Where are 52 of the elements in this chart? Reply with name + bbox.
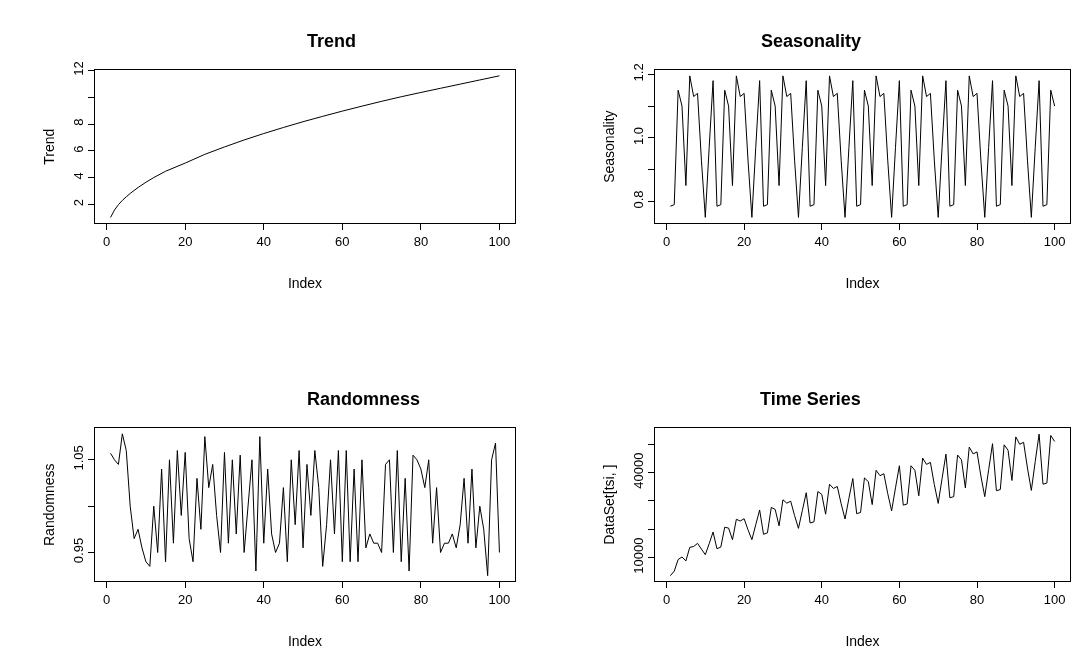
x-axis-title: Index — [287, 274, 323, 291]
y-tick-label: 1.0 — [630, 126, 646, 145]
x-tick-label: 80 — [413, 233, 429, 249]
x-tick-label: 20 — [736, 233, 752, 249]
x-axis-title: Index — [287, 633, 323, 650]
y-axis-title: Randomness — [41, 463, 58, 546]
x-tick-label: 0 — [662, 233, 671, 249]
x-tick-label: 80 — [969, 233, 985, 249]
x-axis-title: Index — [845, 633, 880, 650]
x-tick-label: 40 — [814, 591, 829, 607]
y-tick-label: 0.95 — [70, 537, 86, 564]
chart-title: Trend — [307, 31, 357, 51]
y-axis-title: DataSet[tsi, ] — [601, 464, 618, 545]
x-tick-label: 60 — [892, 591, 907, 607]
line-series — [110, 433, 500, 577]
x-tick-label: 100 — [488, 233, 511, 249]
y-tick-label: 40000 — [630, 452, 646, 489]
y-axis-title: Trend — [41, 128, 58, 165]
x-tick-label: 40 — [256, 233, 271, 249]
x-tick-label: 80 — [969, 591, 985, 607]
chart-title: Randomness — [307, 389, 421, 409]
x-tick-label: 20 — [177, 233, 193, 249]
y-tick-label: 12 — [70, 61, 86, 76]
y-tick-label: 4 — [70, 172, 86, 180]
y-axis-title: Seasonality — [601, 110, 618, 183]
x-tick-label: 60 — [335, 233, 350, 249]
x-tick-label: 40 — [814, 233, 829, 249]
y-tick-label: 8 — [70, 118, 86, 126]
line-series — [669, 75, 1056, 218]
y-tick-label: 1.2 — [630, 63, 646, 82]
x-tick-label: 40 — [256, 591, 271, 607]
y-tick-label: 2 — [70, 199, 86, 207]
chart-title: Seasonality — [761, 31, 862, 51]
x-tick-label: 0 — [103, 591, 111, 607]
x-tick-label: 20 — [177, 591, 193, 607]
x-tick-label: 60 — [335, 591, 350, 607]
x-axis-title: Index — [845, 274, 880, 291]
x-tick-label: 80 — [413, 591, 429, 607]
chart-title: Time Series — [760, 389, 861, 409]
y-tick-label: 10000 — [630, 537, 646, 574]
x-tick-label: 100 — [1043, 591, 1066, 607]
x-tick-label: 100 — [1043, 233, 1066, 249]
line-series — [110, 75, 500, 218]
x-tick-label: 60 — [892, 233, 907, 249]
y-tick-label: 6 — [70, 145, 86, 153]
y-tick-label: 1.05 — [70, 445, 86, 471]
line-series — [669, 433, 1056, 577]
x-tick-label: 0 — [103, 233, 111, 249]
x-tick-label: 100 — [488, 591, 511, 607]
x-tick-label: 0 — [662, 591, 671, 607]
x-tick-label: 20 — [736, 591, 752, 607]
y-tick-label: 0.8 — [630, 190, 646, 209]
